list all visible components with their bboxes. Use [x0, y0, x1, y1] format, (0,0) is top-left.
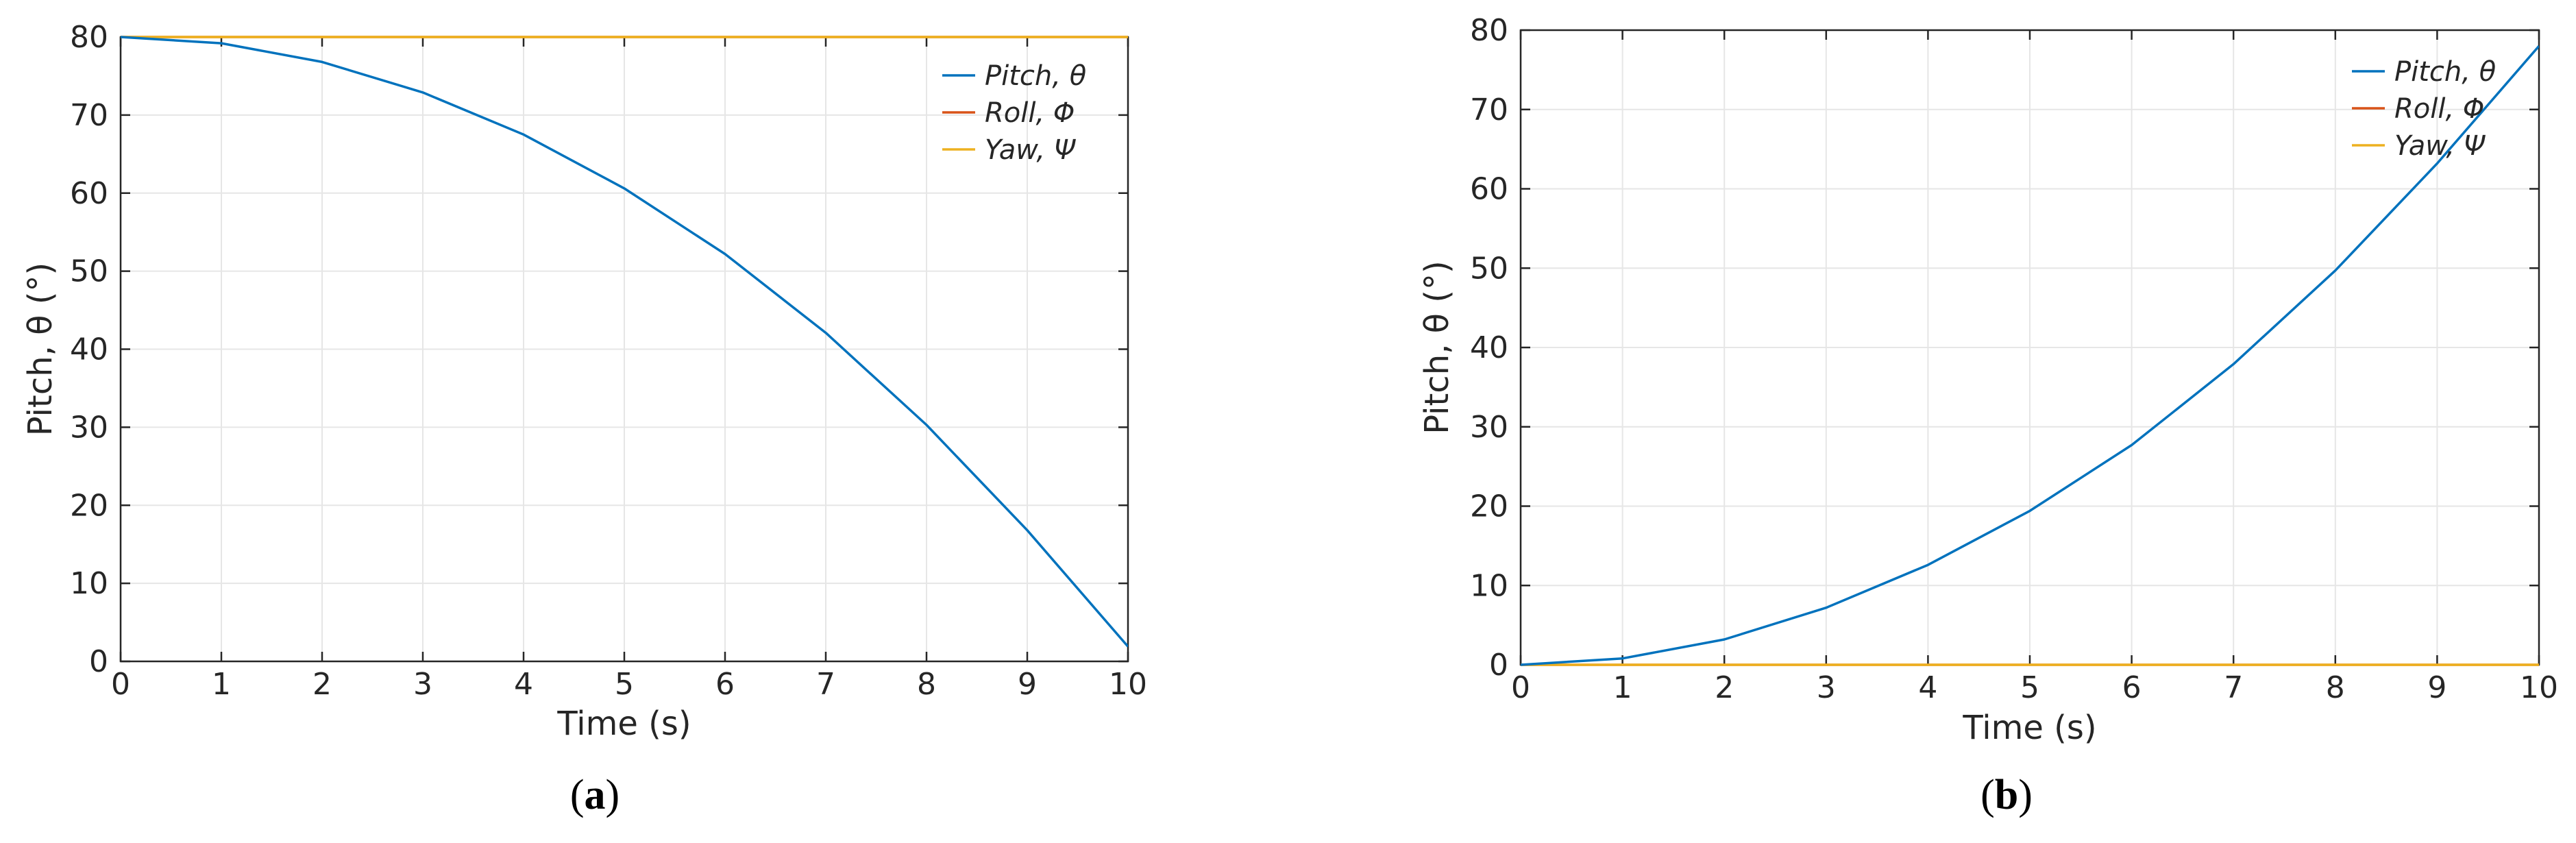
- y-tick-label: 50: [70, 254, 108, 289]
- legend: Pitch, θ Roll, Φ Yaw, Ψ: [942, 60, 1086, 166]
- panel-caption-letter: a: [585, 772, 606, 818]
- x-tick-label: 4: [1918, 670, 1937, 705]
- y-tick-label: 0: [1489, 648, 1508, 683]
- x-tick-label: 1: [212, 667, 231, 702]
- y-tick-label: 60: [70, 176, 108, 211]
- x-axis-label: Time (s): [1962, 709, 2096, 747]
- x-tick-label: 5: [615, 667, 634, 702]
- y-tick-label: 20: [70, 488, 108, 523]
- x-tick-label: 2: [312, 667, 332, 702]
- panel-caption: (b): [1980, 772, 2033, 818]
- x-tick-label: 3: [1817, 670, 1836, 705]
- y-tick-label: 40: [1470, 330, 1508, 365]
- chart-panel-b: 0 1 2 3 4 5 6 7 8 9 10 0 10 20 30 40 50 60 70 80 Time (s) Pit…: [1418, 13, 2558, 818]
- x-tick-label: 7: [816, 667, 835, 702]
- x-tick-label: 0: [111, 667, 130, 702]
- series-line-pitch: [121, 36, 1128, 648]
- y-tick-label: 30: [70, 410, 108, 445]
- x-tick-label: 2: [1715, 670, 1734, 705]
- y-tick-label: 70: [1470, 93, 1508, 127]
- y-tick-label: 10: [70, 566, 108, 601]
- legend-label-pitch: Pitch, θ: [2394, 56, 2496, 88]
- legend: Pitch, θ Roll, Φ Yaw, Ψ: [2352, 56, 2496, 162]
- legend-label-roll: Roll, Φ: [2394, 93, 2484, 125]
- x-tick-label: 6: [715, 667, 735, 702]
- series-line-pitch: [1521, 45, 2539, 666]
- y-tick-label: 70: [70, 98, 108, 133]
- x-tick-label: 10: [1109, 667, 1147, 702]
- y-tick-label: 80: [70, 20, 108, 55]
- y-tick-label: 10: [1470, 568, 1508, 603]
- y-axis-label: Pitch, θ (°): [21, 262, 60, 436]
- y-tick-label: 0: [89, 644, 108, 679]
- y-tick-label: 60: [1470, 172, 1508, 207]
- x-tick-label: 8: [917, 667, 936, 702]
- x-tick-label: 6: [2122, 670, 2142, 705]
- y-tick-label: 40: [70, 332, 108, 367]
- x-tick-label: 7: [2224, 670, 2243, 705]
- x-tick-label: 8: [2326, 670, 2345, 705]
- chart-panel-a: 0 1 2 3 4 5 6 7 8 9 10 0 10 20 30 40 50 60 70 80 Time (s) Pit…: [21, 20, 1147, 818]
- y-tick-label: 30: [1470, 410, 1508, 445]
- panel-caption-letter: b: [1995, 772, 2018, 818]
- x-tick-label: 4: [514, 667, 533, 702]
- x-tick-label: 9: [2427, 670, 2446, 705]
- legend-label-roll: Roll, Φ: [985, 97, 1075, 129]
- legend-label-pitch: Pitch, θ: [985, 60, 1086, 92]
- x-tick-label: 9: [1018, 667, 1037, 702]
- x-axis-label: Time (s): [556, 705, 691, 743]
- x-tick-label: 5: [2020, 670, 2039, 705]
- x-tick-label: 1: [1613, 670, 1632, 705]
- x-tick-label: 10: [2520, 670, 2558, 705]
- y-tick-label: 80: [1470, 13, 1508, 48]
- x-tick-label: 3: [413, 667, 432, 702]
- y-axis-label: Pitch, θ (°): [1418, 260, 1456, 434]
- y-tick-label: 50: [1470, 251, 1508, 286]
- x-tick-label: 0: [1511, 670, 1530, 705]
- panel-caption: (a): [570, 772, 620, 818]
- legend-label-yaw: Yaw, Ψ: [2394, 130, 2486, 162]
- y-tick-label: 20: [1470, 489, 1508, 524]
- legend-label-yaw: Yaw, Ψ: [985, 134, 1077, 166]
